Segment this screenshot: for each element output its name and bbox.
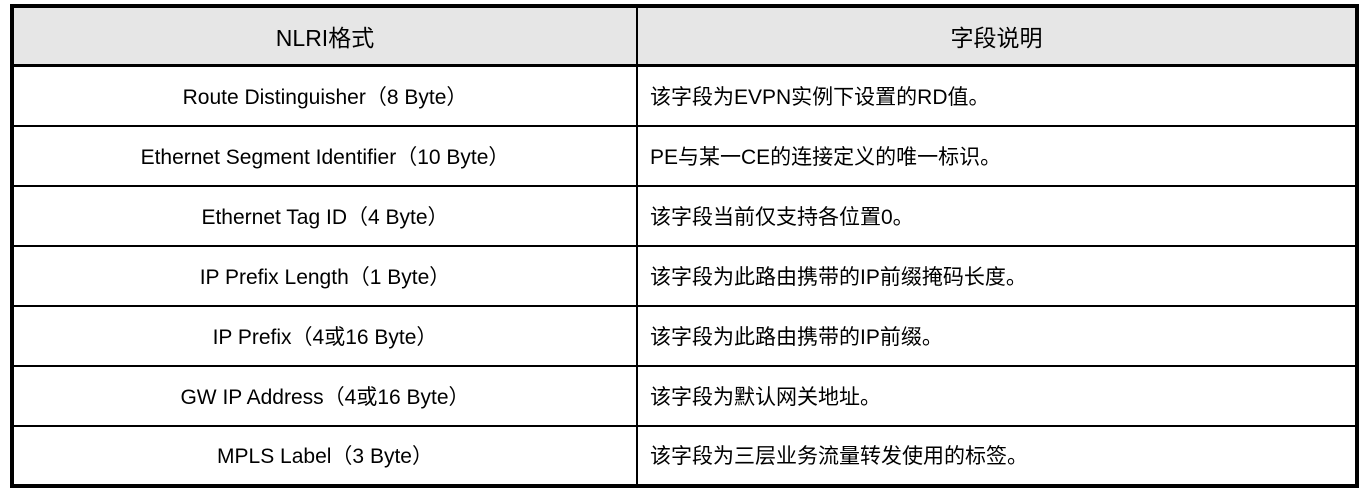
field-description-cell: 该字段为此路由携带的IP前缀掩码长度。 [636,244,1358,307]
field-description-cell: 该字段当前仅支持各位置0。 [636,184,1358,247]
field-description-cell: 该字段为默认网关地址。 [636,364,1358,427]
table-row: MPLS Label（3 Byte） 该字段为三层业务流量转发使用的标签。 [11,424,1358,487]
header-field-description: 字段说明 [636,5,1358,67]
table-row: IP Prefix Length（1 Byte） 该字段为此路由携带的IP前缀掩码… [11,244,1358,307]
nlri-field-cell: MPLS Label（3 Byte） [11,424,638,487]
nlri-format-table: NLRI格式 字段说明 Route Distinguisher（8 Byte）该… [10,4,1359,488]
nlri-format-table-container: NLRI格式 字段说明 Route Distinguisher（8 Byte）该… [10,4,1359,488]
field-description-cell: 该字段为EVPN实例下设置的RD值。 [636,64,1358,127]
field-description-cell: 该字段为此路由携带的IP前缀。 [636,304,1358,367]
table-row: Route Distinguisher（8 Byte） 该字段为EVPN实例下设置… [11,64,1358,127]
nlri-field-cell: GW IP Address（4或16 Byte） [11,364,638,427]
nlri-field-cell: IP Prefix（4或16 Byte） [11,304,638,367]
table-row: GW IP Address（4或16 Byte） 该字段为默认网关地址。 [11,364,1358,427]
table-row: IP Prefix（4或16 Byte） 该字段为此路由携带的IP前缀。 [11,304,1358,367]
table-row: Ethernet Segment Identifier（10 Byte） PE与某… [11,124,1358,187]
table-header-row: NLRI格式 字段说明 [11,5,1358,67]
nlri-field-cell: Ethernet Tag ID（4 Byte） [11,184,638,247]
field-description-cell: PE与某一CE的连接定义的唯一标识。 [636,124,1358,187]
table-header: NLRI格式 字段说明 [11,5,1358,67]
table-body: Route Distinguisher（8 Byte） 该字段为EVPN实例下设置… [11,64,1358,487]
table-row: Ethernet Tag ID（4 Byte） 该字段当前仅支持各位置0。 [11,184,1358,247]
nlri-field-cell: IP Prefix Length（1 Byte） [11,244,638,307]
header-nlri-format: NLRI格式 [11,5,638,67]
field-description-cell: 该字段为三层业务流量转发使用的标签。 [636,424,1358,487]
nlri-field-cell: Ethernet Segment Identifier（10 Byte） [11,124,638,187]
nlri-field-cell: Route Distinguisher（8 Byte） [11,64,638,127]
